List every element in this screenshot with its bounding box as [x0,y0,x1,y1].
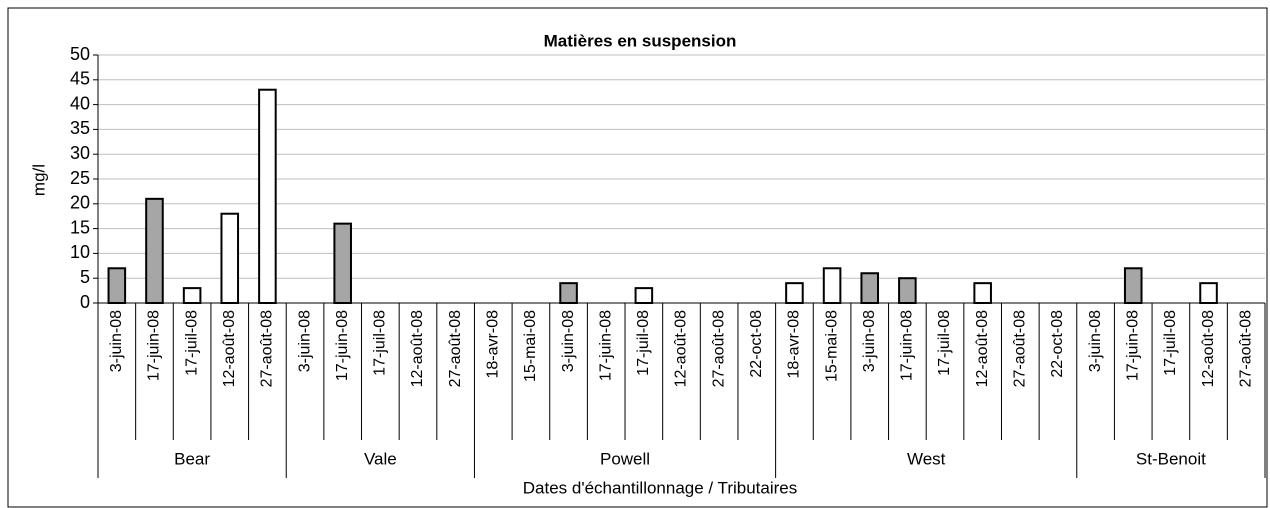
x-tick-label: 17-juin-08 [597,310,614,381]
y-tick-label: 25 [70,168,90,188]
y-axis-label: mg/l [29,164,48,196]
x-tick-label: 22-oct-08 [748,310,765,378]
bar [634,287,654,304]
x-tick-label: 12-août-08 [409,310,426,387]
group-label: West [907,449,946,468]
bar [822,267,842,304]
x-tick-label: 12-août-08 [974,310,991,387]
bar [107,267,127,304]
y-tick-label: 45 [70,69,90,89]
x-tick-label: 3-juin-08 [560,310,577,372]
x-tick-label: 27-août-08 [447,310,464,387]
x-tick-label: 3-juin-08 [108,310,125,372]
chart-frame [7,7,1268,508]
x-tick-label: 17-juin-08 [146,310,163,381]
x-tick-label: 18-avr-08 [484,310,501,379]
x-tick-label: 15-mai-08 [522,310,539,382]
y-tick-label: 20 [70,193,90,213]
bar [333,222,352,304]
x-tick-label: 17-juin-08 [334,310,351,381]
x-tick-label: 17-juil-08 [183,310,200,376]
x-tick-label: 12-août-08 [673,310,690,387]
group-label: Vale [364,449,397,468]
x-tick-label: 3-juin-08 [1087,310,1104,372]
x-tick-label: 27-août-08 [710,310,727,387]
y-tick-label: 40 [70,93,90,113]
bar [182,287,202,304]
chart-title: Matières en suspension [544,31,737,50]
x-tick-label: 17-juil-08 [1162,310,1179,376]
bar [258,88,277,304]
x-tick-label: 17-juin-08 [1124,310,1141,381]
bar [973,282,992,305]
x-tick-label: 3-juin-08 [296,310,313,372]
x-tick-label: 17-juil-08 [372,310,389,376]
x-tick-label: 27-août-08 [259,310,276,387]
x-tick-label: 12-août-08 [1200,310,1217,387]
x-tick-label: 27-août-08 [1012,310,1029,387]
y-tick-label: 50 [70,44,90,64]
x-tick-label: 12-août-08 [221,310,238,387]
x-tick-label: 17-juin-08 [899,310,916,381]
x-tick-label: 27-août-08 [1237,310,1254,387]
y-tick-label: 15 [70,217,90,237]
bar [898,277,917,305]
x-axis-label: Dates d'échantillonnage / Tributaires [523,478,797,497]
x-tick-label: 17-juil-08 [635,310,652,376]
y-tick-label: 0 [80,292,90,312]
group-label: Powell [600,449,650,468]
y-tick-label: 35 [70,118,90,138]
x-tick-label: 18-avr-08 [786,310,803,379]
group-label: Bear [174,449,210,468]
bar [860,272,880,304]
x-tick-label: 22-oct-08 [1049,310,1066,378]
bar [1199,282,1218,305]
bar [1123,267,1143,304]
bar [785,282,804,305]
group-label: St-Benoit [1136,449,1206,468]
x-tick-label: 3-juin-08 [861,310,878,372]
bar [559,282,578,305]
y-tick-label: 10 [70,242,90,262]
x-tick-label: 17-juil-08 [936,310,953,376]
x-tick-label: 15-mai-08 [823,310,840,382]
bar [145,197,164,304]
y-tick-label: 5 [80,267,90,287]
bar [220,212,240,304]
y-tick-label: 30 [70,143,90,163]
